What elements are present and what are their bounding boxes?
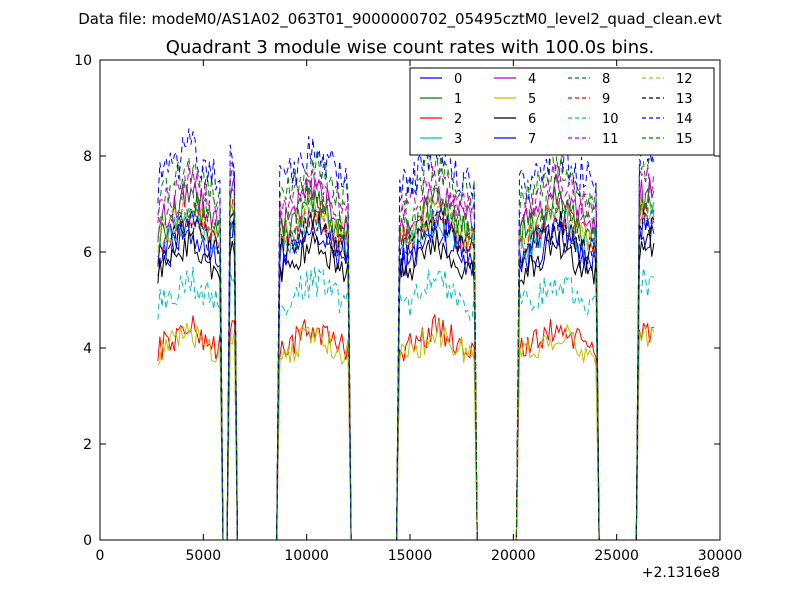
x-tick-label: 0: [96, 548, 105, 564]
series-line-4: [157, 173, 655, 541]
series-lines: [157, 128, 655, 541]
x-tick-label: 25000: [594, 548, 639, 564]
legend-label-12: 12: [676, 72, 693, 87]
legend-label-3: 3: [454, 132, 462, 147]
x-tick-label: 10000: [284, 548, 329, 564]
legend-label-15: 15: [676, 132, 693, 147]
x-tick-label: 20000: [491, 548, 536, 564]
x-axis: 0 5000 10000 15000 20000 25000 30000: [96, 60, 743, 564]
y-tick-label: 0: [83, 533, 92, 549]
series-line-13: [157, 209, 655, 541]
legend-label-9: 9: [602, 92, 610, 107]
series-line-7: [157, 207, 655, 541]
legend-label-5: 5: [528, 92, 536, 107]
series-line-2: [157, 313, 654, 541]
series-line-15: [157, 181, 655, 541]
legend-label-0: 0: [454, 72, 462, 87]
series-line-10: [157, 266, 654, 541]
legend-label-14: 14: [676, 112, 693, 127]
series-line-12: [157, 193, 655, 541]
series-line-5: [157, 320, 655, 541]
y-tick-label: 6: [83, 245, 92, 261]
legend-box: [409, 67, 715, 156]
x-tick-label: 15000: [388, 548, 433, 564]
x-tick-label: 30000: [698, 548, 743, 564]
legend-label-1: 1: [454, 92, 462, 107]
series-line-9: [157, 195, 655, 541]
legend-label-6: 6: [528, 112, 536, 127]
y-tick-label: 10: [74, 53, 92, 69]
legend-label-13: 13: [676, 92, 693, 107]
y-tick-label: 8: [83, 149, 92, 165]
legend-label-11: 11: [602, 132, 619, 147]
legend-label-4: 4: [528, 72, 536, 87]
legend-label-2: 2: [454, 112, 462, 127]
series-line-8: [157, 149, 655, 541]
x-tick-label: 5000: [186, 548, 222, 564]
legend-label-10: 10: [602, 112, 619, 127]
series-line-6: [157, 229, 655, 541]
legend-label-7: 7: [528, 132, 536, 147]
legend-label-8: 8: [602, 72, 610, 87]
chart-title: Quadrant 3 module wise count rates with …: [166, 37, 655, 58]
y-tick-label: 4: [83, 341, 92, 357]
figure-suptitle: Data file: modeM0/AS1A02_063T01_90000007…: [78, 10, 722, 29]
y-tick-label: 2: [83, 437, 92, 453]
series-line-11: [157, 160, 655, 541]
x-offset-label: +2.1316e8: [642, 565, 720, 581]
